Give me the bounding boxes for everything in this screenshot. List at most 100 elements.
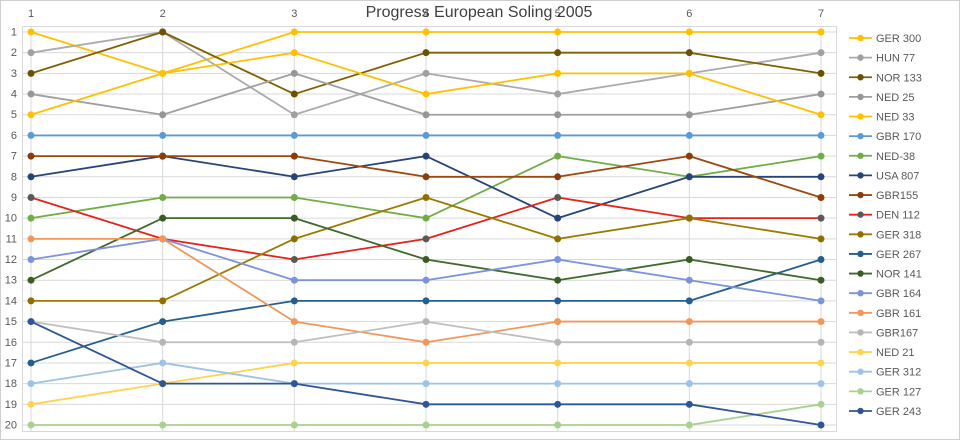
- data-point-ned-38[interactable]: [422, 214, 430, 222]
- legend-item-ned-38[interactable]: NED-38: [849, 151, 915, 163]
- legend-item-ned-33[interactable]: NED 33: [849, 112, 915, 124]
- data-point-ned-33[interactable]: [422, 90, 430, 98]
- data-point-gbr-161[interactable]: [817, 318, 825, 326]
- data-point-hun-77[interactable]: [817, 49, 825, 57]
- data-point-hun-77[interactable]: [554, 90, 562, 98]
- data-point-gbr155[interactable]: [159, 152, 167, 160]
- series-ger-243[interactable]: [27, 318, 825, 429]
- data-point-ger-318[interactable]: [290, 235, 298, 243]
- data-point-nor-141[interactable]: [290, 214, 298, 222]
- data-point-ger-127[interactable]: [685, 421, 693, 429]
- data-point-nor-133[interactable]: [817, 69, 825, 77]
- data-point-gbr167[interactable]: [554, 338, 562, 346]
- legend-item-usa-807[interactable]: USA 807: [849, 170, 919, 182]
- data-point-ger-243[interactable]: [554, 400, 562, 408]
- data-point-ned-21[interactable]: [27, 400, 35, 408]
- data-point-gbr-164[interactable]: [27, 256, 35, 264]
- data-point-gbr-170[interactable]: [685, 131, 693, 139]
- data-point-gbr167[interactable]: [290, 338, 298, 346]
- legend-item-ger-300[interactable]: GER 300: [849, 33, 921, 45]
- series-gbr-170[interactable]: [27, 131, 825, 139]
- data-point-usa-807[interactable]: [422, 152, 430, 160]
- data-point-ger-243[interactable]: [685, 400, 693, 408]
- data-point-ned-25[interactable]: [290, 69, 298, 77]
- data-point-hun-77[interactable]: [422, 69, 430, 77]
- data-point-gbr-170[interactable]: [817, 131, 825, 139]
- data-point-den-112[interactable]: [290, 256, 298, 264]
- data-point-gbr-170[interactable]: [554, 131, 562, 139]
- data-point-den-112[interactable]: [422, 235, 430, 243]
- series-ger-267[interactable]: [27, 256, 825, 367]
- data-point-ned-38[interactable]: [554, 152, 562, 160]
- data-point-ger-312[interactable]: [685, 380, 693, 388]
- legend-item-ger-312[interactable]: GER 312: [849, 367, 921, 379]
- legend-item-gbr-161[interactable]: GBR 161: [849, 308, 921, 320]
- legend-item-gbr-164[interactable]: GBR 164: [849, 288, 921, 300]
- data-point-ned-21[interactable]: [290, 359, 298, 367]
- data-point-gbr155[interactable]: [290, 152, 298, 160]
- legend-item-gbr155[interactable]: GBR155: [849, 190, 918, 202]
- series-gbr-161[interactable]: [27, 235, 825, 346]
- data-point-gbr-164[interactable]: [817, 297, 825, 305]
- data-point-hun-77[interactable]: [27, 49, 35, 57]
- data-point-gbr-161[interactable]: [27, 235, 35, 243]
- data-point-ger-300[interactable]: [554, 28, 562, 36]
- data-point-gbr167[interactable]: [817, 338, 825, 346]
- data-point-gbr-161[interactable]: [159, 235, 167, 243]
- data-point-gbr155[interactable]: [27, 152, 35, 160]
- data-point-ned-25[interactable]: [554, 111, 562, 119]
- data-point-ned-33[interactable]: [817, 111, 825, 119]
- data-point-ger-300[interactable]: [422, 28, 430, 36]
- data-point-ned-21[interactable]: [554, 359, 562, 367]
- data-point-ned-38[interactable]: [159, 193, 167, 201]
- data-point-ned-33[interactable]: [27, 111, 35, 119]
- data-point-ned-21[interactable]: [422, 359, 430, 367]
- data-point-nor-133[interactable]: [290, 90, 298, 98]
- data-point-ned-25[interactable]: [422, 111, 430, 119]
- legend-item-ger-127[interactable]: GER 127: [849, 386, 921, 398]
- data-point-gbr167[interactable]: [685, 338, 693, 346]
- data-point-ger-127[interactable]: [422, 421, 430, 429]
- data-point-gbr167[interactable]: [159, 338, 167, 346]
- data-point-ned-38[interactable]: [817, 152, 825, 160]
- data-point-ger-318[interactable]: [159, 297, 167, 305]
- legend-item-ned-21[interactable]: NED 21: [849, 347, 915, 359]
- data-point-ger-267[interactable]: [27, 359, 35, 367]
- data-point-usa-807[interactable]: [290, 173, 298, 181]
- data-point-gbr155[interactable]: [422, 173, 430, 181]
- data-point-ger-318[interactable]: [27, 297, 35, 305]
- data-point-ger-267[interactable]: [422, 297, 430, 305]
- data-point-ned-21[interactable]: [685, 359, 693, 367]
- legend-item-nor-133[interactable]: NOR 133: [849, 72, 922, 84]
- data-point-nor-141[interactable]: [817, 276, 825, 284]
- data-point-gbr-170[interactable]: [290, 131, 298, 139]
- data-point-ger-267[interactable]: [290, 297, 298, 305]
- data-point-ger-318[interactable]: [685, 214, 693, 222]
- data-point-ger-300[interactable]: [290, 28, 298, 36]
- data-point-gbr-170[interactable]: [159, 131, 167, 139]
- legend-item-gbr-170[interactable]: GBR 170: [849, 131, 921, 143]
- data-point-ger-312[interactable]: [422, 380, 430, 388]
- data-point-nor-133[interactable]: [422, 49, 430, 57]
- data-point-ger-127[interactable]: [290, 421, 298, 429]
- data-point-ger-300[interactable]: [27, 28, 35, 36]
- data-point-gbr155[interactable]: [554, 173, 562, 181]
- data-point-ger-312[interactable]: [159, 359, 167, 367]
- data-point-gbr-164[interactable]: [422, 276, 430, 284]
- data-point-ger-318[interactable]: [422, 193, 430, 201]
- data-point-usa-807[interactable]: [554, 214, 562, 222]
- series-gbr155[interactable]: [27, 152, 825, 201]
- data-point-usa-807[interactable]: [685, 173, 693, 181]
- data-point-gbr-161[interactable]: [422, 338, 430, 346]
- data-point-ned-38[interactable]: [27, 214, 35, 222]
- data-point-nor-141[interactable]: [159, 214, 167, 222]
- data-point-ger-267[interactable]: [554, 297, 562, 305]
- data-point-ned-33[interactable]: [159, 69, 167, 77]
- data-point-den-112[interactable]: [554, 193, 562, 201]
- data-point-gbr-161[interactable]: [290, 318, 298, 326]
- data-point-gbr-170[interactable]: [422, 131, 430, 139]
- data-point-gbr-164[interactable]: [554, 256, 562, 264]
- data-point-ned-21[interactable]: [817, 359, 825, 367]
- legend-item-ger-318[interactable]: GER 318: [849, 229, 921, 241]
- data-point-ger-267[interactable]: [817, 256, 825, 264]
